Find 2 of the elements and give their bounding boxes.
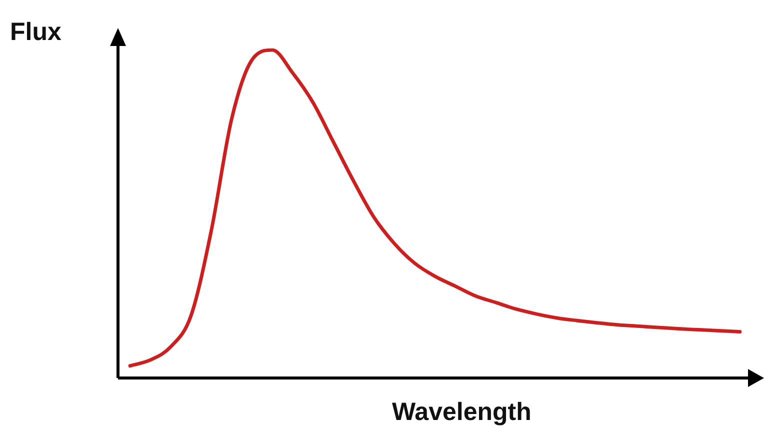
x-axis-title: Wavelength [392, 398, 532, 427]
y-axis-title: Flux [10, 18, 62, 47]
